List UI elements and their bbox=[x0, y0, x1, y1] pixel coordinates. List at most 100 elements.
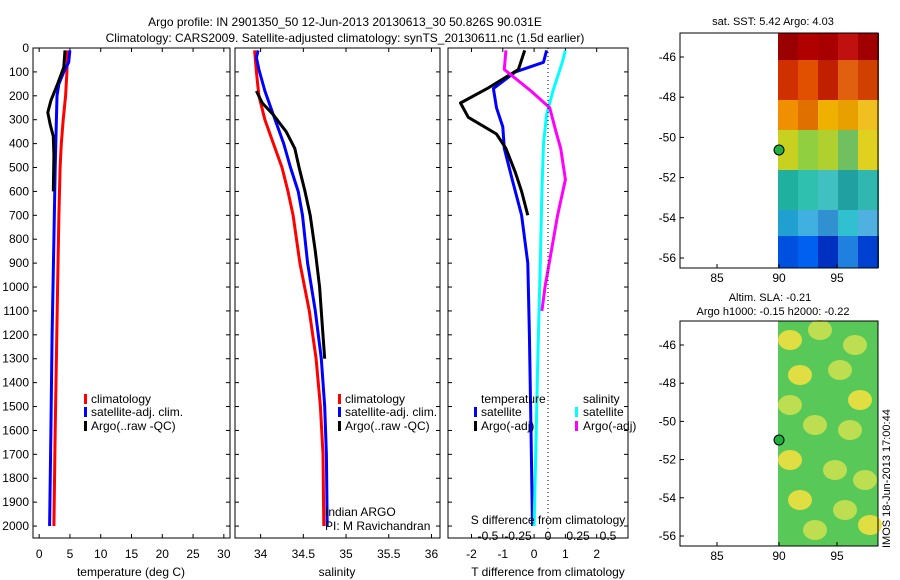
sla-blob bbox=[778, 450, 802, 470]
sst-cell bbox=[798, 100, 819, 130]
y-tick-label: 500 bbox=[9, 161, 29, 175]
x-tick-label: 25 bbox=[186, 547, 200, 561]
sst-cell bbox=[838, 33, 859, 60]
sst-cell bbox=[858, 210, 879, 236]
sst-cell bbox=[818, 130, 839, 170]
map-y-tick-label: -52 bbox=[659, 453, 677, 467]
x-tick-label: 0 bbox=[531, 547, 538, 561]
map-y-tick-label: -52 bbox=[659, 171, 677, 185]
sla-blob bbox=[788, 490, 812, 510]
x-tick-label: 36 bbox=[425, 547, 439, 561]
temperature-axis-label: temperature (deg C) bbox=[77, 565, 185, 579]
difference-series bbox=[459, 49, 567, 527]
sst-cell bbox=[778, 100, 799, 130]
sst-cell bbox=[798, 33, 819, 60]
sst-cell bbox=[798, 236, 819, 268]
sla-blob bbox=[808, 320, 832, 340]
legend-swatch-t-satellite bbox=[474, 407, 477, 417]
t-difference-x-tick-labels: -2 -1 0 1 2 bbox=[466, 547, 600, 561]
x-tick-label: 0 bbox=[36, 547, 43, 561]
sst-cell bbox=[858, 236, 879, 268]
y-tick-label: 800 bbox=[9, 232, 29, 246]
sla-map-ticks: 85 90 95 -46 -48 -50 -52 -54 -56 bbox=[659, 338, 844, 563]
legend-label: satellite-adj. clim. bbox=[345, 405, 437, 419]
legend-label: Argo(-adj) bbox=[481, 419, 534, 433]
imos-timestamp: IMOS 18-Jun-2013 17:00:44 bbox=[881, 409, 893, 548]
y-tick-label: 1600 bbox=[2, 423, 29, 437]
sla-map-title: Altim. SLA: -0.21 bbox=[729, 292, 812, 304]
x-tick-label: 34.5 bbox=[292, 547, 316, 561]
series-line bbox=[254, 50, 329, 527]
sla-map-subtitle: Argo h1000: -0.15 h2000: -0.22 bbox=[697, 306, 850, 318]
legend-swatch-satellite bbox=[84, 407, 87, 417]
sla-blob bbox=[853, 470, 877, 490]
sst-cell bbox=[818, 210, 839, 236]
map-x-tick-label: 85 bbox=[710, 549, 724, 563]
y-tick-label: 900 bbox=[9, 256, 29, 270]
legend-label: Argo(..raw -QC) bbox=[91, 419, 176, 433]
sla-blob bbox=[823, 460, 847, 480]
sla-blob bbox=[828, 360, 852, 380]
x-tick-label: 5 bbox=[67, 547, 74, 561]
y-tick-label: 400 bbox=[9, 137, 29, 151]
s-x-tick-label: -0.5 bbox=[478, 529, 499, 543]
legend-swatch-s-argo bbox=[575, 421, 578, 431]
sla-blob bbox=[858, 515, 882, 535]
sst-cell bbox=[798, 130, 819, 170]
difference-plot-frame bbox=[447, 47, 629, 539]
sst-cell bbox=[818, 33, 839, 60]
map-x-tick-label: 95 bbox=[830, 549, 844, 563]
y-tick-label: 100 bbox=[9, 65, 29, 79]
sst-cell bbox=[858, 130, 879, 170]
argo-location-marker bbox=[773, 434, 785, 446]
sst-cell bbox=[818, 60, 839, 100]
salinity-legend: climatology satellite-adj. clim. Argo(..… bbox=[338, 392, 437, 433]
s-x-tick-label: 0.25 bbox=[566, 529, 590, 543]
pi-label: PI: M Ravichandran bbox=[325, 519, 430, 533]
sst-cell bbox=[798, 170, 819, 210]
tick-marks bbox=[33, 47, 628, 538]
map-x-tick-label: 85 bbox=[710, 271, 724, 285]
sla-background bbox=[778, 321, 878, 546]
legend-swatch-climatology bbox=[84, 394, 87, 404]
series-line bbox=[532, 50, 567, 527]
x-tick-label: 35.5 bbox=[377, 547, 401, 561]
sst-cell bbox=[858, 60, 879, 100]
sla-blob bbox=[833, 500, 857, 520]
y-tick-label: 200 bbox=[9, 89, 29, 103]
map-y-tick-label: -50 bbox=[659, 414, 677, 428]
temperature-series bbox=[46, 50, 72, 527]
legend-swatch-t-argo bbox=[474, 421, 477, 431]
salinity-plot-frame bbox=[234, 47, 441, 539]
y-tick-label: 1500 bbox=[2, 400, 29, 414]
legend-swatch-s-satellite bbox=[575, 407, 578, 417]
y-tick-label: 1900 bbox=[2, 495, 29, 509]
series-line bbox=[48, 50, 72, 527]
y-tick-label: 1800 bbox=[2, 471, 29, 485]
t-difference-axis-label: T difference from climatology bbox=[471, 565, 625, 579]
y-tick-label: 1300 bbox=[2, 352, 29, 366]
x-tick-label: 20 bbox=[156, 547, 170, 561]
sst-cell bbox=[778, 210, 799, 236]
map-y-tick-label: -48 bbox=[659, 376, 677, 390]
sla-blob bbox=[803, 415, 827, 435]
y-tick-label: 300 bbox=[9, 113, 29, 127]
salinity-x-tick-labels: 34 34.5 35 35.5 36 bbox=[254, 547, 439, 561]
y-tick-label: 2000 bbox=[2, 519, 29, 533]
sst-cell bbox=[778, 170, 799, 210]
legend-label: climatology bbox=[91, 392, 151, 406]
sst-cell bbox=[858, 33, 879, 60]
map-y-tick-label: -54 bbox=[659, 491, 677, 505]
series-line bbox=[502, 50, 567, 312]
y-tick-label: 1700 bbox=[2, 447, 29, 461]
sst-map-ticks: 85 90 95 -46 -48 -50 -52 -54 -56 bbox=[659, 50, 844, 285]
sla-blob bbox=[803, 520, 827, 540]
legend-swatch-climatology bbox=[338, 394, 341, 404]
sst-cell bbox=[838, 210, 859, 236]
map-y-tick-label: -56 bbox=[659, 251, 677, 265]
s-x-tick-label: 0.5 bbox=[600, 529, 617, 543]
map-y-tick-label: -56 bbox=[659, 529, 677, 543]
argo-location-marker bbox=[773, 144, 785, 156]
sst-cell bbox=[858, 100, 879, 130]
